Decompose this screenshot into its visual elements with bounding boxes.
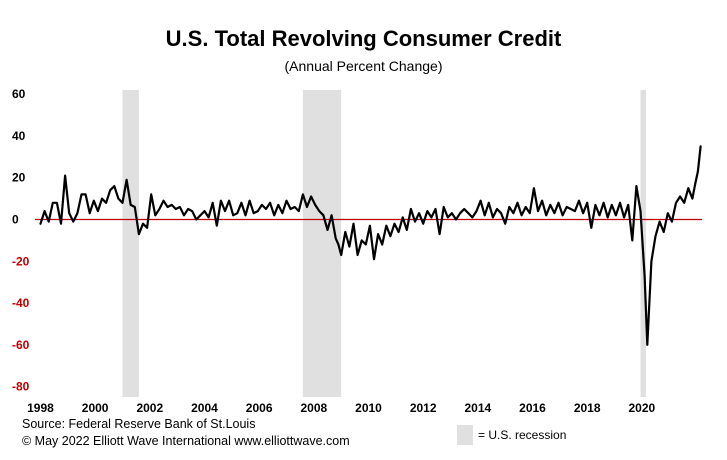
y-tick-label: 0 xyxy=(12,212,19,226)
x-tick-label: 2004 xyxy=(191,401,218,415)
y-tick-label: -60 xyxy=(12,338,30,352)
footer-source: Source: Federal Reserve Bank of St.Louis xyxy=(22,417,256,431)
x-tick-label: 2018 xyxy=(574,401,601,415)
y-tick-label: -40 xyxy=(12,296,30,310)
x-tick-label: 2014 xyxy=(464,401,491,415)
x-tick-label: 2006 xyxy=(246,401,273,415)
x-tick-label: 2012 xyxy=(410,401,437,415)
x-tick-label: 2016 xyxy=(519,401,546,415)
y-tick-label: 20 xyxy=(12,171,26,185)
footer-credit: © May 2022 Elliott Wave International ww… xyxy=(22,434,350,448)
y-tick-label: -20 xyxy=(12,254,30,268)
x-tick-label: 2002 xyxy=(136,401,163,415)
recession-band xyxy=(302,90,342,397)
legend-recession-swatch xyxy=(457,425,473,445)
chart-title: U.S. Total Revolving Consumer Credit xyxy=(165,26,562,51)
x-tick-label: 1998 xyxy=(27,401,54,415)
y-tick-label: -80 xyxy=(12,380,30,394)
y-tick-label: 60 xyxy=(12,87,26,101)
x-tick-label: 2020 xyxy=(629,401,656,415)
chart-subtitle: (Annual Percent Change) xyxy=(284,58,443,74)
x-tick-label: 2008 xyxy=(300,401,327,415)
legend-label: = U.S. recession xyxy=(478,428,567,442)
y-tick-label: 40 xyxy=(12,129,26,143)
x-tick-label: 2010 xyxy=(355,401,382,415)
x-tick-label: 2000 xyxy=(82,401,109,415)
legend: = U.S. recession xyxy=(457,425,566,445)
recession-band xyxy=(122,90,139,397)
series-line xyxy=(39,145,702,346)
